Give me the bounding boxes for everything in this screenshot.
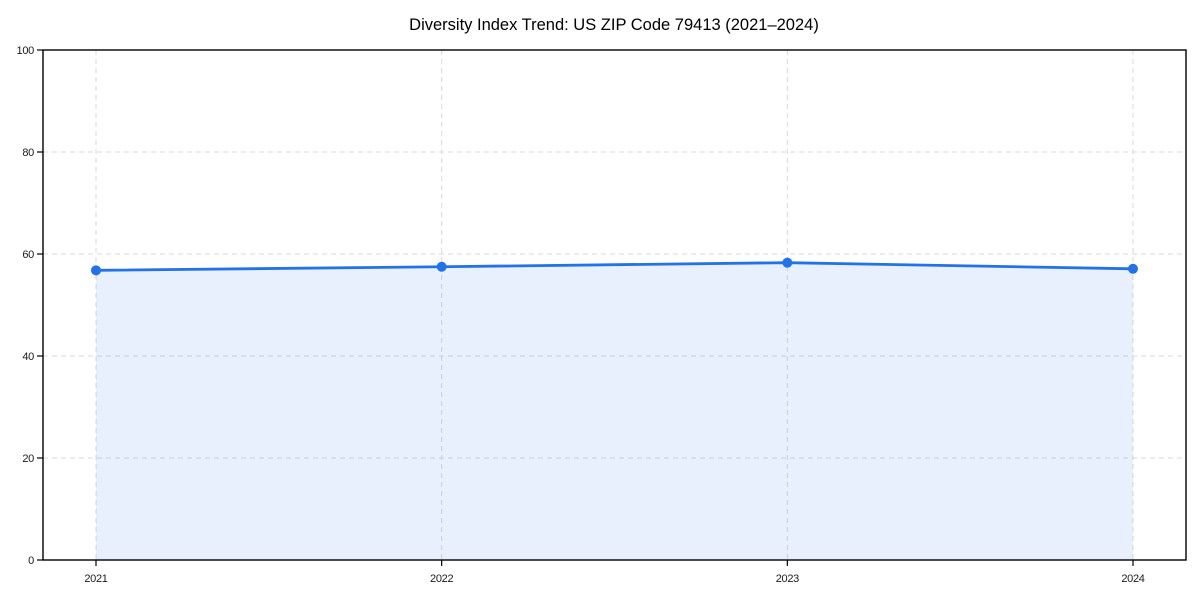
y-tick-label-0: 0 — [28, 555, 34, 567]
x-tick-label-2023: 2023 — [776, 573, 799, 585]
trend-line — [94, 261, 1135, 272]
data-point-markers — [91, 257, 1138, 276]
data-point-2023 — [782, 257, 793, 268]
x-tick-label-2024: 2024 — [1121, 573, 1144, 585]
y-tick-label-60: 60 — [22, 249, 34, 261]
y-tick-label-20: 20 — [22, 453, 34, 465]
x-tick-label-2021: 2021 — [84, 573, 107, 585]
gridlines — [43, 50, 1186, 560]
y-tick-label-80: 80 — [22, 147, 34, 159]
chart-title: Diversity Index Trend: US ZIP Code 79413… — [409, 16, 819, 34]
x-tick-label-2022: 2022 — [430, 573, 453, 585]
y-tick-label-40: 40 — [22, 351, 34, 363]
plot-frame — [42, 49, 1187, 561]
data-point-2021 — [91, 265, 101, 276]
axis-tick-marks — [37, 49, 1134, 566]
area-fill — [96, 262, 1133, 560]
axis-tick-labels: 0 20 40 60 80 100 2021 2022 2023 2024 — [17, 45, 1146, 585]
data-point-2024 — [1128, 263, 1138, 274]
y-tick-label-100: 100 — [17, 45, 35, 57]
data-point-2022 — [436, 261, 447, 272]
